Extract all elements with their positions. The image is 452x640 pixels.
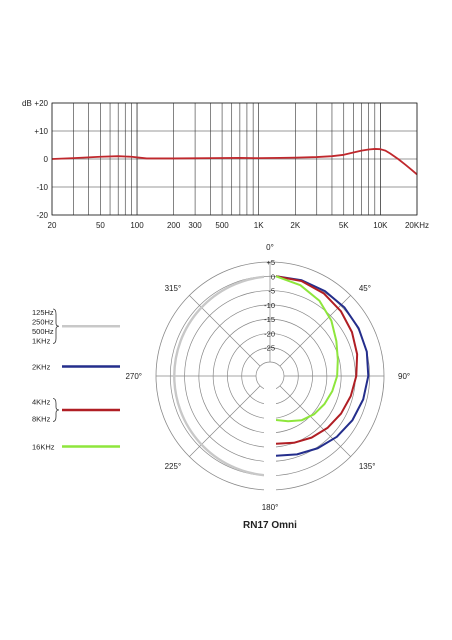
polar-angle-label: 270°: [125, 372, 142, 381]
polar-grid-spoke: [279, 295, 351, 367]
legend-label: 125Hz: [32, 308, 54, 317]
fr-x-tick-label: 20: [48, 221, 57, 230]
polar-series-curve: [275, 275, 359, 445]
polar-r-tick-label: -10: [264, 301, 275, 310]
legend-label: 4KHz: [32, 398, 51, 407]
polar-r-tick-label: +5: [266, 258, 275, 267]
fr-y-tick-label: -20: [36, 211, 48, 220]
fr-x-tick-label: 200: [167, 221, 181, 230]
polar-angle-label: 180°: [262, 503, 279, 512]
fr-x-tick-label: 100: [130, 221, 144, 230]
fr-y-tick-label: 0: [44, 155, 49, 164]
polar-series-curve: [275, 275, 339, 423]
polar-r-tick-label: -25: [264, 344, 275, 353]
fr-series-group: [51, 148, 418, 176]
fr-x-tick-label: 5K: [339, 221, 349, 230]
fr-x-tick-label: 500: [215, 221, 229, 230]
polar-grid-spoke: [279, 385, 351, 457]
frequency-response-chart: +20+100-10-20 20 50 100 200 300 500 1K 2K 5K 10K 2…: [22, 99, 429, 230]
legend-label: 2KHz: [32, 363, 51, 372]
polar-center-ring: [255, 361, 285, 391]
fr-y-tick-label: +20: [34, 99, 48, 108]
polar-r-tick-label: -15: [264, 315, 275, 324]
fr-y-tick-label: +10: [34, 127, 48, 136]
polar-angle-label: 135°: [359, 462, 376, 471]
fr-y-ticks: +20 +10 0 -10 -20: [34, 99, 48, 220]
polar-angle-label: 45°: [359, 284, 371, 293]
fr-x-tick-label: 2K: [290, 221, 300, 230]
polar-series-curve: [173, 275, 265, 477]
polar-angle-label: 315°: [165, 284, 182, 293]
legend-label: 16KHz: [32, 443, 55, 452]
fr-x-tick-label: 10K: [373, 221, 388, 230]
fr-x-tick-label: 20KHz: [405, 221, 429, 230]
legend-label: 1KHz: [32, 337, 51, 346]
polar-r-tick-label: -5: [268, 287, 275, 296]
polar-angle-label: 225°: [165, 462, 182, 471]
polar-center-strip: [264, 388, 276, 492]
fr-x-tick-label: 1K: [254, 221, 264, 230]
fr-x-tick-label: 50: [96, 221, 105, 230]
polar-series-curve: [275, 275, 370, 457]
polar-chart: +5 0 -5 -10 -15 -20 -25 0° 45° 90° 135° 180° 225° 27…: [125, 243, 410, 531]
legend-label: 250Hz: [32, 318, 54, 327]
fr-x-ticks: 20 50 100 200 300 500 1K 2K 5K 10K 20KHz: [48, 221, 429, 230]
fr-x-tick-label: 300: [188, 221, 202, 230]
fr-plot-border: [51, 102, 418, 216]
legend-brace: [52, 398, 60, 422]
polar-r-tick-label: 0: [271, 272, 275, 281]
polar-r-tick-label: -20: [264, 329, 275, 338]
legend-brace: [52, 308, 60, 344]
polar-series-group: [173, 275, 370, 477]
fr-y-tick-label: -10: [36, 183, 48, 192]
legend-label: 8KHz: [32, 415, 51, 424]
polar-chart-title: RN17 Omni: [243, 520, 297, 531]
polar-r-ticks: +5 0 -5 -10 -15 -20 -25: [264, 258, 275, 353]
fr-series-line: [51, 148, 418, 176]
polar-angle-label: 0°: [266, 243, 274, 252]
fr-y-axis-label: dB: [22, 99, 32, 108]
legend-label: 500Hz: [32, 327, 54, 336]
polar-angle-labels: 0° 45° 90° 135° 180° 225° 270° 315°: [125, 243, 410, 512]
polar-angle-label: 90°: [398, 372, 410, 381]
